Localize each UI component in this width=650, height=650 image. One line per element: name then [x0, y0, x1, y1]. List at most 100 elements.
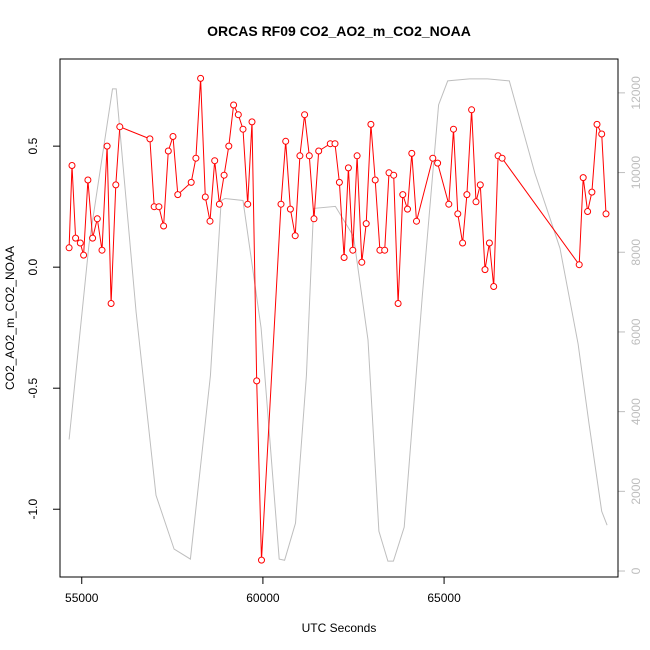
data-point: [68, 162, 76, 169]
data-point: [72, 234, 80, 242]
data-point: [602, 210, 610, 218]
data-point: [459, 239, 467, 247]
data-point: [65, 244, 73, 252]
data-point: [598, 130, 606, 138]
data-point: [445, 200, 453, 208]
data-point: [408, 149, 416, 157]
data-point: [468, 106, 476, 114]
primary-series-line: [68, 78, 607, 561]
y2-tick-label: 0: [629, 567, 643, 574]
y2-tick-label: 12000: [629, 76, 643, 110]
data-point: [192, 154, 200, 162]
data-point: [349, 246, 357, 254]
data-point: [164, 147, 172, 155]
primary-series: [65, 74, 610, 564]
data-point: [344, 164, 352, 172]
data-point: [201, 193, 209, 201]
data-point: [485, 239, 493, 247]
data-point: [80, 251, 88, 259]
data-point: [187, 178, 195, 186]
y-tick-label: 0.5: [26, 137, 40, 154]
data-point: [296, 152, 304, 160]
data-point: [155, 203, 163, 211]
y2-tick-label: 2000: [629, 478, 643, 505]
axes: 55000 60000 65000 -1.0 -0.5 0.0 0.5 0 2000 4000 60…: [26, 76, 643, 605]
data-point: [89, 234, 97, 242]
data-point: [76, 239, 84, 247]
data-point: [367, 120, 375, 128]
data-point: [103, 142, 111, 150]
data-point: [353, 152, 361, 160]
data-point: [454, 210, 462, 218]
y-tick-label: 0.0: [26, 259, 40, 276]
data-point: [331, 140, 339, 148]
data-point: [381, 246, 389, 254]
data-point: [174, 191, 182, 199]
data-point: [371, 176, 379, 184]
data-point: [413, 217, 420, 225]
data-point: [579, 174, 587, 182]
data-point: [481, 266, 489, 274]
data-point: [234, 111, 242, 119]
data-point: [450, 125, 457, 133]
data-point: [98, 246, 106, 254]
data-point: [253, 377, 261, 385]
data-point: [107, 300, 115, 307]
data-point: [335, 178, 343, 186]
data-point: [146, 135, 154, 143]
data-point: [429, 154, 437, 162]
data-point: [112, 181, 120, 189]
y-tick-label: -1.0: [26, 499, 40, 520]
data-point: [310, 215, 318, 223]
x-tick-label: 60000: [246, 591, 280, 605]
data-point: [286, 205, 294, 213]
x-tick-label: 55000: [65, 591, 99, 605]
chart-title: ORCAS RF09 CO2_AO2_m_CO2_NOAA: [207, 23, 471, 39]
data-point: [584, 208, 592, 215]
data-point: [498, 154, 506, 162]
data-point: [490, 283, 498, 290]
data-point: [197, 74, 205, 82]
data-point: [463, 191, 471, 199]
data-point: [399, 191, 407, 199]
data-point: [434, 159, 442, 167]
data-point: [225, 142, 233, 150]
data-point: [258, 556, 265, 564]
data-point: [211, 157, 219, 165]
data-point: [588, 188, 596, 196]
data-point: [248, 118, 256, 126]
data-point: [116, 123, 124, 131]
data-point: [206, 217, 214, 225]
data-point: [244, 200, 252, 208]
data-point: [230, 101, 238, 109]
y-axis-label: CO2_AO2_m_CO2_NOAA: [3, 246, 17, 390]
data-point: [315, 147, 323, 155]
data-point: [394, 300, 402, 307]
data-point: [301, 111, 309, 119]
data-point: [575, 261, 583, 269]
data-point: [390, 171, 398, 179]
data-point: [472, 198, 480, 206]
data-point: [239, 125, 247, 133]
data-point: [282, 137, 290, 145]
data-point: [84, 176, 92, 184]
plot-frame: [59, 58, 619, 578]
data-point: [358, 258, 366, 266]
data-point: [277, 200, 285, 208]
data-point: [291, 232, 299, 240]
secondary-series: [68, 78, 608, 562]
y2-tick-label: 6000: [629, 318, 643, 345]
data-point: [215, 200, 223, 208]
y2-tick-label: 4000: [629, 398, 643, 425]
x-axis-label: UTC Seconds: [302, 621, 377, 635]
secondary-series-line: [68, 78, 608, 562]
data-point: [476, 181, 484, 189]
data-point: [169, 133, 177, 140]
data-point: [93, 215, 101, 223]
x-tick-label: 65000: [427, 591, 461, 605]
data-point: [220, 171, 228, 179]
data-point: [305, 152, 313, 160]
y2-tick-label: 8000: [629, 239, 643, 266]
data-point: [362, 220, 370, 228]
